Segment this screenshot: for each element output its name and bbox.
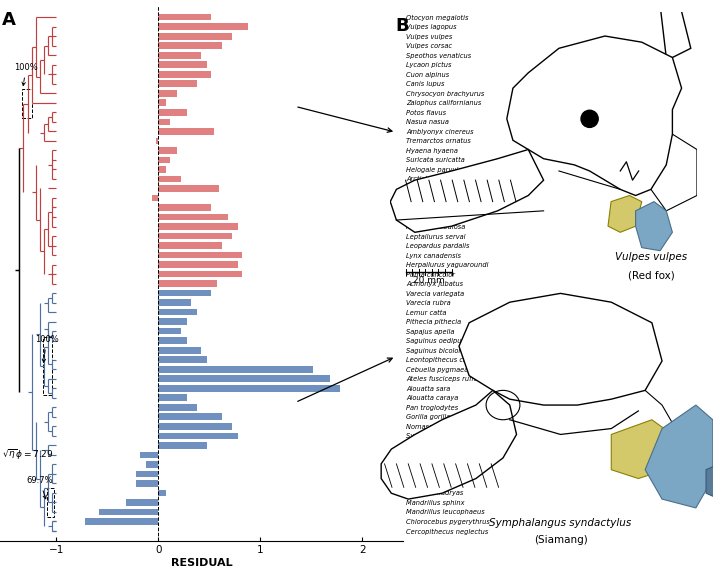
Bar xyxy=(158,62,207,68)
Circle shape xyxy=(581,110,598,128)
Bar xyxy=(158,280,217,287)
Bar xyxy=(125,499,158,506)
Bar xyxy=(158,300,191,306)
Bar xyxy=(158,309,197,316)
Text: B: B xyxy=(395,17,409,35)
Bar xyxy=(136,470,158,477)
Bar xyxy=(158,252,242,258)
Bar xyxy=(158,175,181,182)
Bar xyxy=(158,109,186,116)
Bar xyxy=(158,432,238,439)
Bar xyxy=(158,52,201,59)
Bar xyxy=(158,147,176,154)
X-axis label: RESIDUAL: RESIDUAL xyxy=(171,558,233,568)
Bar xyxy=(158,328,181,335)
Polygon shape xyxy=(636,202,672,251)
Text: $\sqrt{\eta}\phi=7.29$: $\sqrt{\eta}\phi=7.29$ xyxy=(2,447,53,462)
Bar xyxy=(158,128,215,135)
Bar xyxy=(152,194,158,201)
Bar xyxy=(158,156,171,163)
Bar xyxy=(158,385,340,392)
Text: Vulpes vulpes: Vulpes vulpes xyxy=(615,252,687,262)
Bar xyxy=(158,271,242,277)
Bar xyxy=(158,338,186,344)
Bar xyxy=(158,204,211,211)
Polygon shape xyxy=(660,5,690,58)
Polygon shape xyxy=(611,420,672,478)
Bar xyxy=(158,166,166,172)
Text: Symphalangus syndactylus: Symphalangus syndactylus xyxy=(490,518,631,527)
Polygon shape xyxy=(390,150,544,232)
Polygon shape xyxy=(507,36,682,196)
Text: 100%: 100% xyxy=(14,63,38,86)
Bar xyxy=(158,233,232,239)
Bar xyxy=(158,81,197,87)
Bar xyxy=(158,43,222,49)
Bar xyxy=(158,375,330,382)
Polygon shape xyxy=(706,464,720,499)
Bar xyxy=(158,413,222,420)
Bar xyxy=(136,480,158,487)
Bar xyxy=(158,33,232,40)
Bar xyxy=(158,489,166,496)
Bar xyxy=(140,451,158,458)
Bar xyxy=(158,347,201,354)
Bar xyxy=(158,261,238,268)
Text: 100%: 100% xyxy=(35,335,58,362)
Polygon shape xyxy=(381,390,516,499)
Bar xyxy=(158,214,228,220)
Polygon shape xyxy=(645,405,713,508)
Bar xyxy=(158,356,207,363)
Bar xyxy=(158,223,238,230)
Bar xyxy=(158,442,207,448)
Bar xyxy=(158,14,211,21)
Bar xyxy=(158,404,197,411)
Bar xyxy=(85,518,158,525)
Bar xyxy=(158,423,232,430)
Bar xyxy=(146,461,158,467)
Bar xyxy=(156,137,158,144)
Bar xyxy=(158,90,176,97)
Bar xyxy=(158,290,211,297)
Bar xyxy=(158,394,186,401)
Polygon shape xyxy=(608,196,642,232)
Bar xyxy=(158,319,186,325)
Bar xyxy=(158,366,313,373)
Text: A: A xyxy=(2,10,16,29)
Bar xyxy=(158,118,171,125)
Bar xyxy=(158,185,220,192)
Text: (Siamang): (Siamang) xyxy=(534,535,588,545)
Bar xyxy=(158,99,166,106)
Polygon shape xyxy=(459,293,662,405)
Bar xyxy=(158,24,248,30)
Text: 69.7%: 69.7% xyxy=(27,477,53,499)
Polygon shape xyxy=(651,134,697,211)
Text: (Red fox): (Red fox) xyxy=(628,270,675,280)
Text: 20 mm: 20 mm xyxy=(413,276,444,285)
Bar xyxy=(99,509,158,515)
Bar xyxy=(158,242,222,249)
Bar xyxy=(158,71,211,78)
